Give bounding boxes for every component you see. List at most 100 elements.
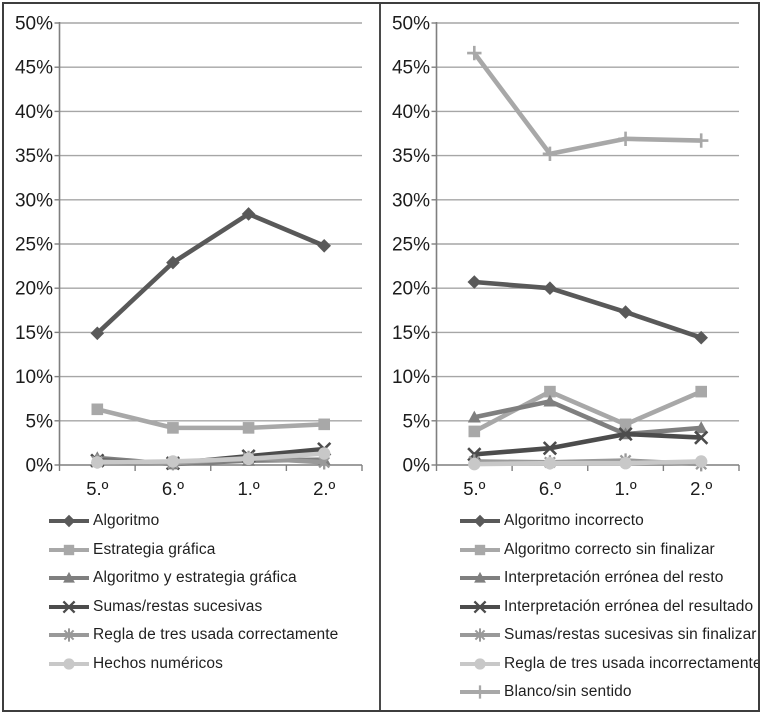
circle-marker: [474, 658, 486, 670]
diamond-marker: [473, 515, 487, 528]
y-tick-label: 25%: [15, 234, 53, 255]
x-marker: [694, 430, 709, 445]
diamond-legend-marker-icon: [49, 515, 89, 528]
diamond-marker: [90, 326, 105, 341]
legend-item: Estrategia gráfica: [48, 536, 338, 565]
y-tick-label: 0%: [403, 455, 431, 476]
y-tick-label: 5%: [26, 411, 54, 432]
y-tick-label: 50%: [392, 13, 430, 34]
x-tick-label: 1.º: [237, 478, 259, 499]
legend-item: Interpretación errónea del resto: [459, 564, 758, 593]
asterisk-marker: [63, 628, 75, 642]
line-chart-left: 0% 5% 10% 15% 20% 25% 30% 35% 40% 45% 50% 5.º 6.º 1.º…: [15, 13, 363, 499]
series-line: [472, 51, 702, 157]
series-line: [473, 398, 702, 437]
circle-marker: [317, 447, 331, 460]
x-tick-label: 6.º: [162, 478, 184, 499]
diamond-marker: [618, 305, 633, 319]
y-tick-label: 15%: [15, 323, 53, 344]
series-line: [474, 279, 702, 340]
circle-marker: [619, 457, 632, 470]
square-marker: [474, 544, 486, 555]
y-tick-label: 40%: [392, 102, 430, 123]
line-chart-right: 0% 5% 10% 15% 20% 25% 30% 35% 40% 45% 50% 5.º 6.º 1.º…: [392, 13, 740, 499]
x-legend-marker-icon: [460, 600, 500, 614]
series-line: [96, 407, 325, 431]
panel-divider: [379, 4, 381, 710]
legend-label: Interpretación errónea del resultado: [504, 597, 754, 615]
diamond-marker: [543, 281, 557, 295]
legend-label: Algoritmo incorrecto: [504, 512, 644, 530]
plus-marker: [693, 133, 709, 148]
chart-panel-left: 0% 5% 10% 15% 20% 25% 30% 35% 40% 45% 50% 5.º 6.º 1.º…: [4, 4, 379, 710]
triangle-legend-marker-icon: [460, 572, 500, 583]
legend-right: Algoritmo incorrecto Algoritmo correcto s…: [459, 507, 760, 707]
legend-label: Sumas/restas sucesivas: [93, 597, 263, 615]
y-tick-label: 35%: [15, 146, 53, 167]
legend-item: Regla de tres usada correctamente: [48, 621, 338, 650]
y-tick-label: 30%: [15, 190, 53, 211]
x-tick-label: 5.º: [86, 478, 108, 499]
x-marker: [473, 600, 487, 614]
asterisk-marker: [474, 628, 486, 642]
square-legend-marker-icon: [460, 544, 500, 555]
square-marker: [167, 422, 179, 434]
x-tick-label: 6.º: [539, 478, 561, 499]
y-tick-label: 20%: [392, 279, 430, 300]
square-marker: [318, 418, 330, 431]
diamond-marker: [241, 207, 256, 221]
series-line: [474, 431, 702, 457]
legend-item: Regla de tres usada incorrectamente: [459, 650, 760, 679]
y-tick-label: 10%: [15, 367, 53, 388]
y-tick-label: 30%: [392, 190, 430, 211]
y-tick-label: 45%: [15, 58, 53, 79]
plus-marker: [618, 131, 633, 147]
legend-label: Hechos numéricos: [93, 654, 223, 672]
legend-label: Sumas/restas sucesivas sin finalizar: [504, 626, 757, 644]
legend-label: Algoritmo: [93, 512, 160, 530]
diamond-marker: [317, 238, 331, 253]
y-tick-label: 5%: [403, 411, 431, 432]
square-marker: [695, 385, 707, 398]
legend-item: Interpretación errónea del resultado: [459, 593, 758, 622]
diamond-legend-marker-icon: [460, 515, 500, 528]
triangle-marker: [467, 410, 481, 423]
x-tick-label: 5.º: [463, 478, 485, 499]
square-marker: [468, 425, 481, 438]
legend-label: Estrategia gráfica: [93, 540, 216, 558]
y-tick-label: 45%: [392, 58, 430, 79]
legend-item: Algoritmo y estrategia gráfica: [48, 564, 338, 593]
y-tick-label: 40%: [15, 102, 53, 123]
y-tick-label: 20%: [15, 279, 53, 300]
y-tick-label: 50%: [15, 13, 53, 34]
circle-marker: [242, 452, 255, 466]
square-marker: [91, 403, 104, 416]
diamond-marker: [166, 255, 180, 270]
legend-item: Algoritmo: [48, 507, 338, 536]
legend-label: Algoritmo correcto sin finalizar: [504, 540, 715, 558]
legend-label: Blanco/sin sentido: [504, 683, 632, 701]
legend-left: Algoritmo Estrategia gráfica Algoritmo y e…: [48, 507, 338, 678]
circle-legend-marker-icon: [49, 658, 89, 670]
series-line: [97, 451, 325, 465]
circle-marker: [91, 456, 104, 469]
diamond-marker: [62, 515, 76, 528]
plus-marker: [473, 685, 487, 699]
plus-legend-marker-icon: [460, 685, 500, 699]
circle-marker: [694, 455, 708, 468]
y-tick-label: 10%: [392, 367, 430, 388]
legend-item: Hechos numéricos: [48, 650, 338, 679]
square-marker: [242, 422, 255, 434]
legend-label: Regla de tres usada incorrectamente: [504, 654, 760, 672]
legend-label: Regla de tres usada correctamente: [93, 626, 339, 644]
x-legend-marker-icon: [49, 600, 89, 614]
circle-marker: [166, 455, 180, 468]
legend-item: Sumas/restas sucesivas sin finalizar: [459, 621, 758, 650]
chart-panel-right: 0% 5% 10% 15% 20% 25% 30% 35% 40% 45% 50% 5.º 6.º 1.º…: [381, 4, 758, 710]
circle-marker: [468, 457, 481, 471]
square-marker: [63, 544, 75, 555]
circle-legend-marker-icon: [460, 658, 500, 670]
legend-label: Algoritmo y estrategia gráfica: [93, 569, 297, 587]
legend-label: Interpretación errónea del resto: [504, 569, 724, 587]
